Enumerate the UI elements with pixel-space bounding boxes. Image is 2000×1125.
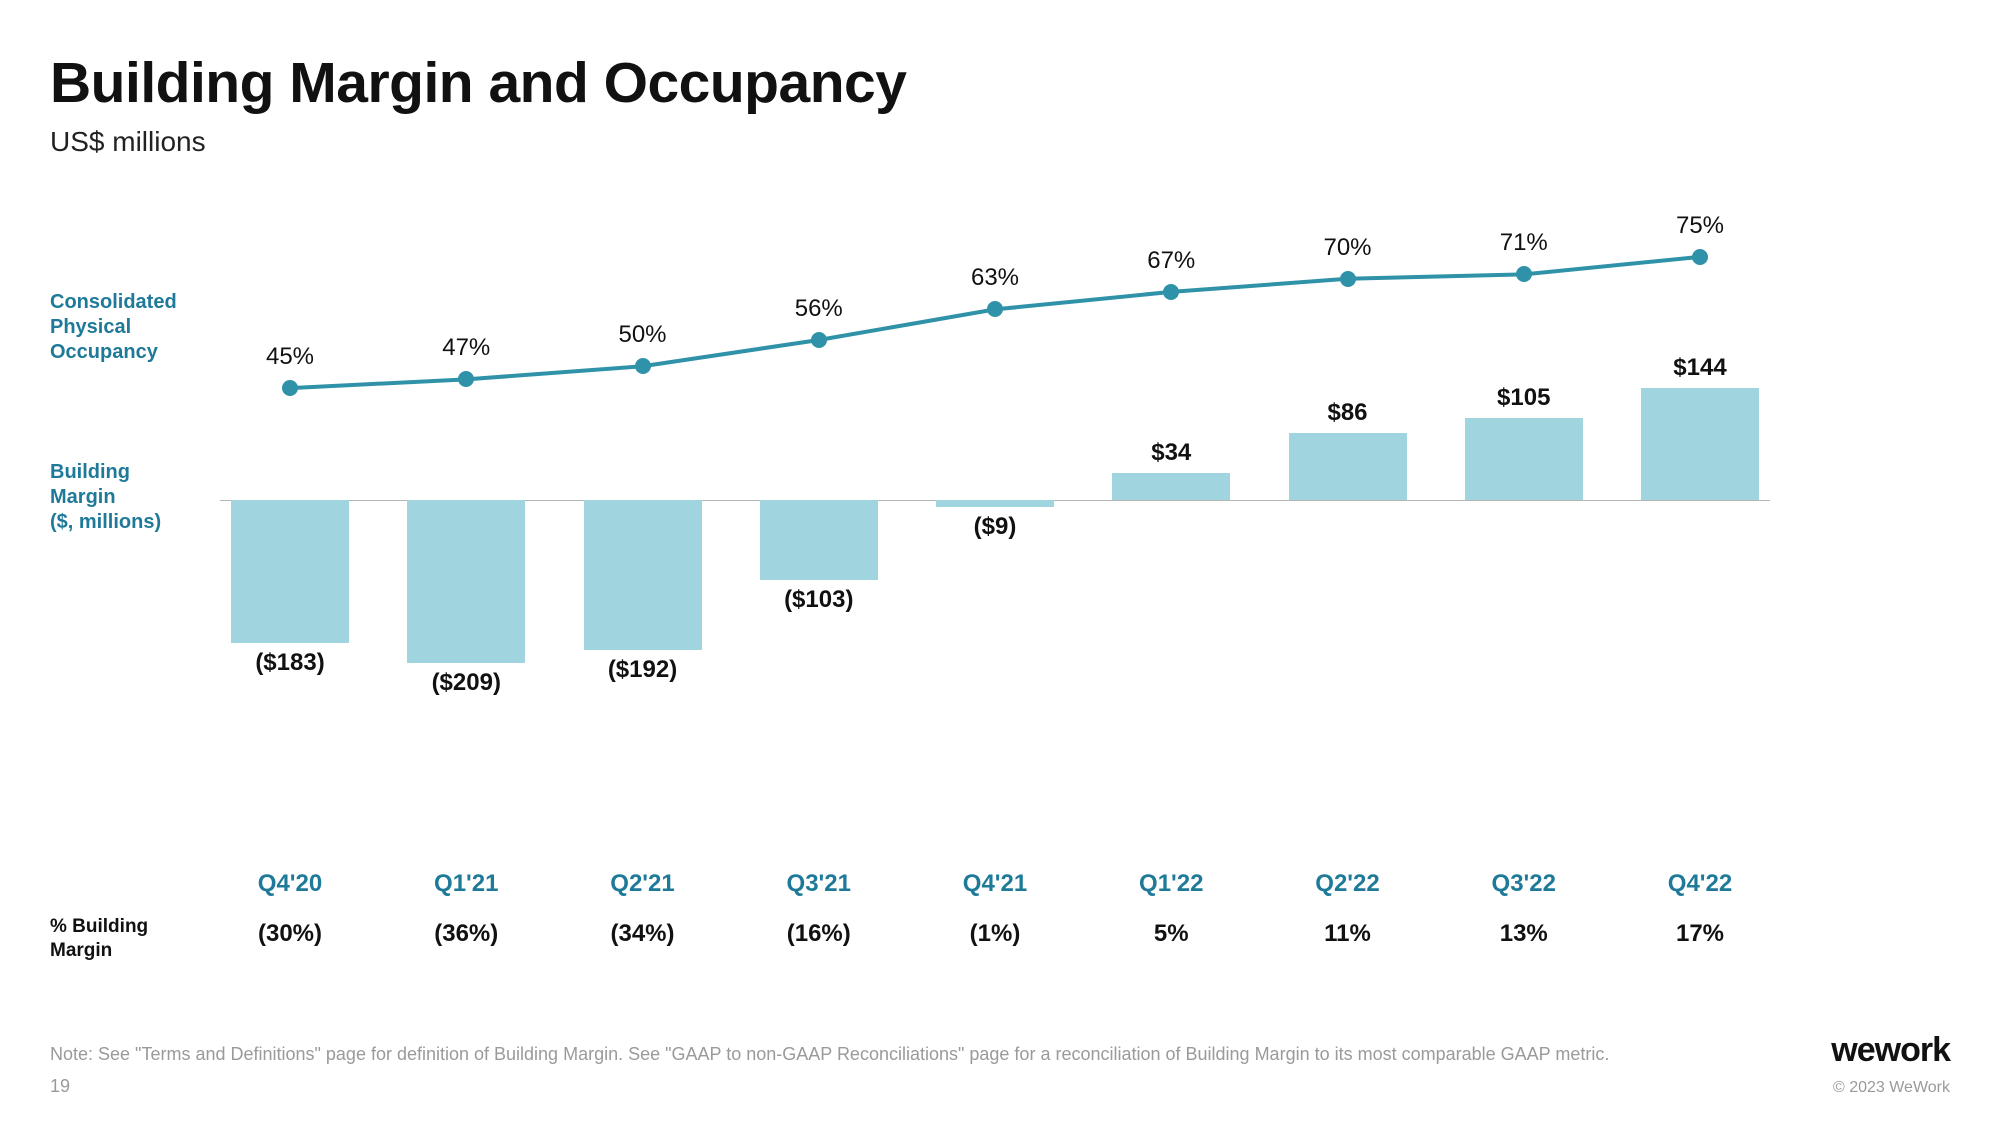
occupancy-marker bbox=[635, 358, 651, 374]
footnote: Note: See "Terms and Definitions" page f… bbox=[50, 1044, 1609, 1065]
occupancy-value-label: 67% bbox=[1121, 247, 1221, 275]
pct-building-margin-value: (36%) bbox=[376, 920, 556, 948]
bar-value-label: ($192) bbox=[563, 656, 723, 684]
x-axis-period-label: Q4'22 bbox=[1610, 870, 1790, 898]
x-axis-period-label: Q2'21 bbox=[553, 870, 733, 898]
x-axis-period-label: Q1'21 bbox=[376, 870, 556, 898]
pct-building-margin-label: % BuildingMargin bbox=[50, 915, 148, 963]
chart-area: ConsolidatedPhysicalOccupancy BuildingMa… bbox=[50, 210, 1770, 850]
x-axis-period-label: Q1'22 bbox=[1081, 870, 1261, 898]
occupancy-marker bbox=[1516, 266, 1532, 282]
occupancy-marker bbox=[1163, 284, 1179, 300]
occupancy-value-label: 75% bbox=[1650, 212, 1750, 240]
occupancy-value-label: 71% bbox=[1474, 229, 1574, 257]
bar-value-label: $144 bbox=[1620, 354, 1780, 382]
bar bbox=[1465, 418, 1583, 500]
pct-building-margin-value: (1%) bbox=[905, 920, 1085, 948]
bar-value-label: ($209) bbox=[386, 669, 546, 697]
chart-plot: ($183)($209)($192)($103)($9)$34$86$105$1… bbox=[220, 210, 1770, 850]
logo-text: wework bbox=[1831, 1031, 1950, 1070]
occupancy-marker bbox=[1692, 249, 1708, 265]
bar bbox=[407, 500, 525, 663]
bar bbox=[231, 500, 349, 643]
slide-subtitle: US$ millions bbox=[50, 126, 1950, 158]
bar bbox=[1112, 473, 1230, 500]
x-axis-period-label: Q4'20 bbox=[200, 870, 380, 898]
occupancy-marker bbox=[458, 371, 474, 387]
copyright: © 2023 WeWork bbox=[1833, 1079, 1950, 1097]
y-axis-label-occupancy: ConsolidatedPhysicalOccupancy bbox=[50, 290, 220, 365]
page-number: 19 bbox=[50, 1076, 70, 1097]
bar-value-label: $105 bbox=[1444, 384, 1604, 412]
pct-building-margin-value: (30%) bbox=[200, 920, 380, 948]
bar bbox=[936, 500, 1054, 507]
pct-building-margin-value: (16%) bbox=[729, 920, 909, 948]
x-axis-period-label: Q4'21 bbox=[905, 870, 1085, 898]
pct-building-margin-value: 11% bbox=[1258, 920, 1438, 948]
pct-building-margin-value: 13% bbox=[1434, 920, 1614, 948]
pct-building-margin-value: (34%) bbox=[553, 920, 733, 948]
occupancy-value-label: 45% bbox=[240, 343, 340, 371]
occupancy-marker bbox=[1340, 271, 1356, 287]
pct-building-margin-value: 17% bbox=[1610, 920, 1790, 948]
occupancy-value-label: 70% bbox=[1298, 234, 1398, 262]
occupancy-value-label: 63% bbox=[945, 264, 1045, 292]
occupancy-value-label: 50% bbox=[593, 321, 693, 349]
x-axis-period-label: Q2'22 bbox=[1258, 870, 1438, 898]
x-axis-period-label: Q3'22 bbox=[1434, 870, 1614, 898]
bar-value-label: ($103) bbox=[739, 586, 899, 614]
occupancy-value-label: 47% bbox=[416, 334, 516, 362]
x-axis-period-label: Q3'21 bbox=[729, 870, 909, 898]
occupancy-marker bbox=[282, 380, 298, 396]
occupancy-value-label: 56% bbox=[769, 295, 869, 323]
pct-building-margin-value: 5% bbox=[1081, 920, 1261, 948]
y-axis-label-building-margin: BuildingMargin($, millions) bbox=[50, 460, 220, 535]
bar-value-label: $34 bbox=[1091, 439, 1251, 467]
bar-value-label: $86 bbox=[1268, 399, 1428, 427]
slide-title: Building Margin and Occupancy bbox=[50, 50, 1950, 116]
occupancy-marker bbox=[987, 301, 1003, 317]
occupancy-marker bbox=[811, 332, 827, 348]
bar-value-label: ($183) bbox=[210, 649, 370, 677]
bar-value-label: ($9) bbox=[915, 513, 1075, 541]
bar bbox=[1289, 433, 1407, 500]
bar bbox=[1641, 388, 1759, 500]
bar bbox=[584, 500, 702, 650]
bar bbox=[760, 500, 878, 580]
slide: Building Margin and Occupancy US$ millio… bbox=[0, 0, 2000, 1125]
